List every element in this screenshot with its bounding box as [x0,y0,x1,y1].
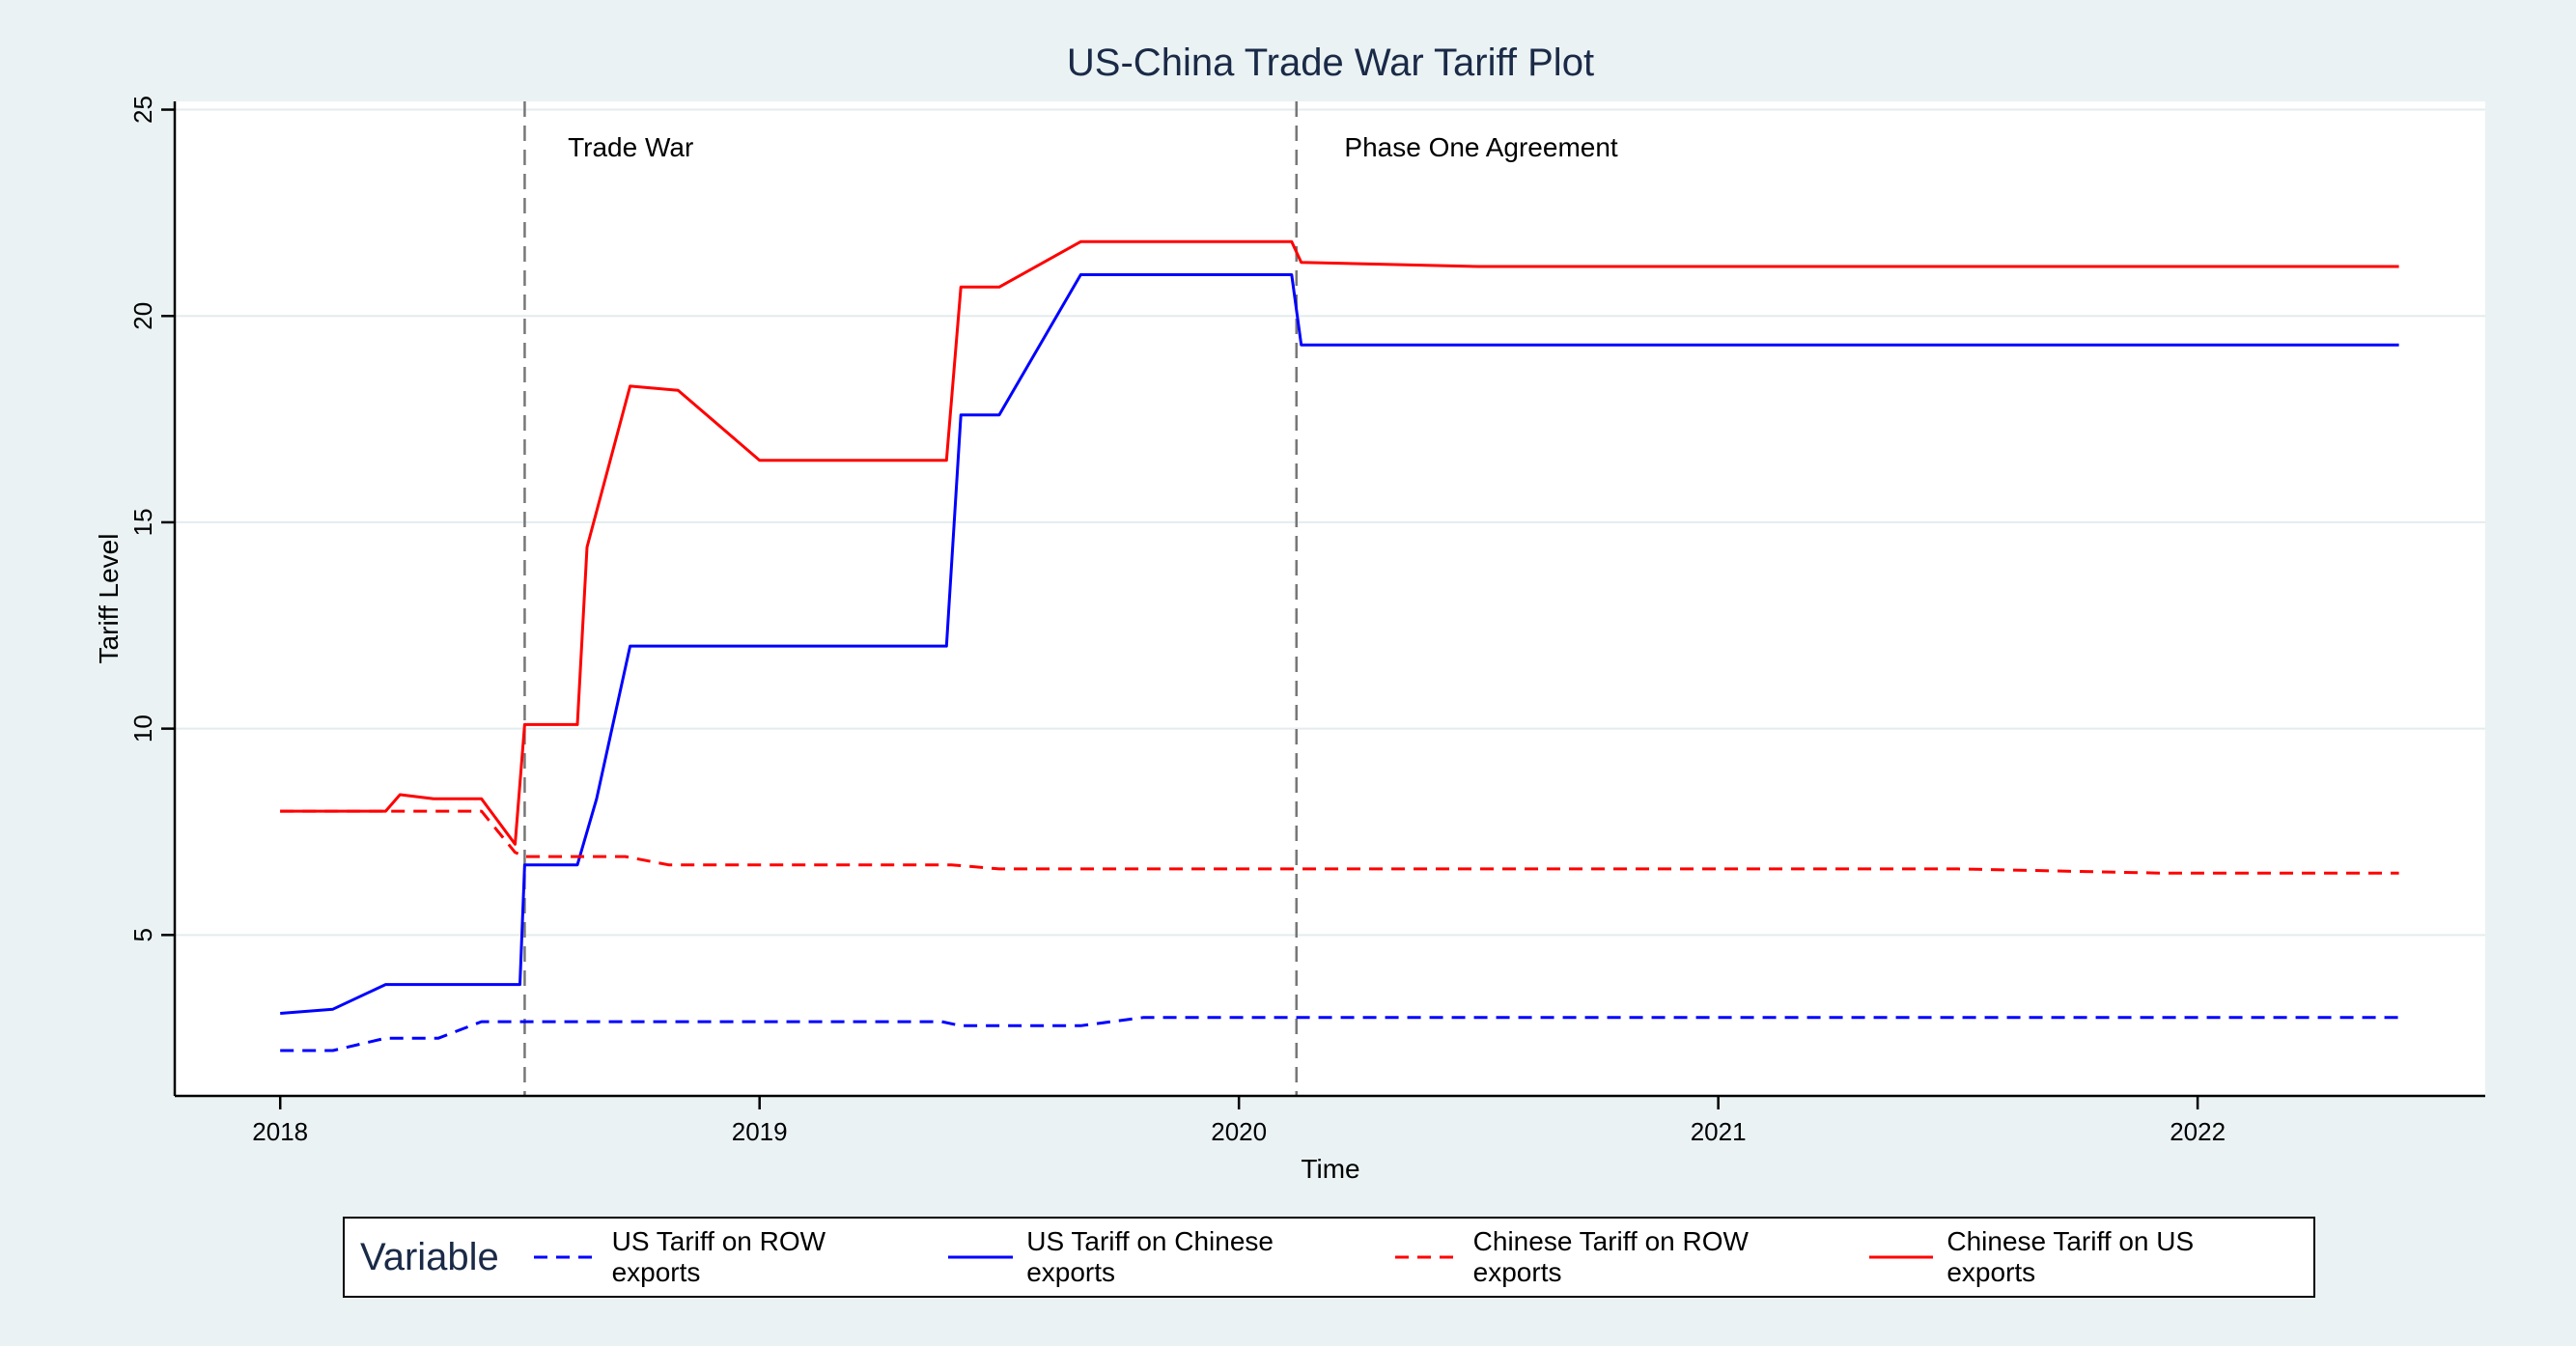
series-line-0 [280,1016,2399,1052]
axes [173,101,2485,1098]
legend-label: US Tariff on ROW exports [611,1226,826,1287]
y-axis-label: Tariff Level [94,534,124,664]
legend-swatch [1394,1255,1460,1259]
legend-item: US Tariff on ROW exports [532,1226,909,1288]
series-line-3 [280,239,2399,846]
legend-title: Variable [360,1235,499,1278]
legend-label: US Tariff on Chinese exports [1026,1226,1274,1287]
series-line-2 [280,809,2399,875]
legend-item: US Tariff on Chinese exports [946,1226,1354,1288]
x-tick-label: 2018 [252,1117,308,1146]
legend: Variable US Tariff on ROW exports US Tari… [343,1217,2315,1298]
series-line-1 [280,273,2399,1015]
legend-label: Chinese Tariff on US exports [1946,1226,2195,1287]
annotation-1: Phase One Agreement [1344,132,1618,162]
chart-title: US-China Trade War Tariff Plot [1067,42,1594,84]
x-tick-label: 2019 [732,1117,788,1146]
series-lines [280,239,2399,1052]
event-lines [523,101,1298,1096]
x-tick-label: 2022 [2170,1117,2226,1146]
y-tick-label: 20 [128,302,157,330]
grid-lines [175,108,2485,937]
x-tick-label: 2020 [1211,1117,1267,1146]
legend-item: Chinese Tariff on US exports [1867,1226,2275,1288]
axis-ticks: 5 10 15 20 25 2018 2019 2020 2021 2022 [128,96,2226,1146]
annotation-0: Trade War [568,132,693,162]
legend-swatch [948,1255,1014,1259]
annotations: Trade War Phase One Agreement [568,132,1618,162]
x-axis-label: Time [1301,1154,1359,1184]
legend-swatch [533,1255,599,1259]
legend-item: Chinese Tariff on ROW exports [1393,1226,1829,1288]
y-tick-label: 10 [128,715,157,743]
x-tick-label: 2021 [1691,1117,1747,1146]
y-tick-label: 15 [128,508,157,536]
legend-swatch [1868,1255,1934,1259]
y-tick-label: 5 [128,928,157,941]
y-tick-label: 25 [128,96,157,124]
legend-label: Chinese Tariff on ROW exports [1472,1226,1749,1287]
